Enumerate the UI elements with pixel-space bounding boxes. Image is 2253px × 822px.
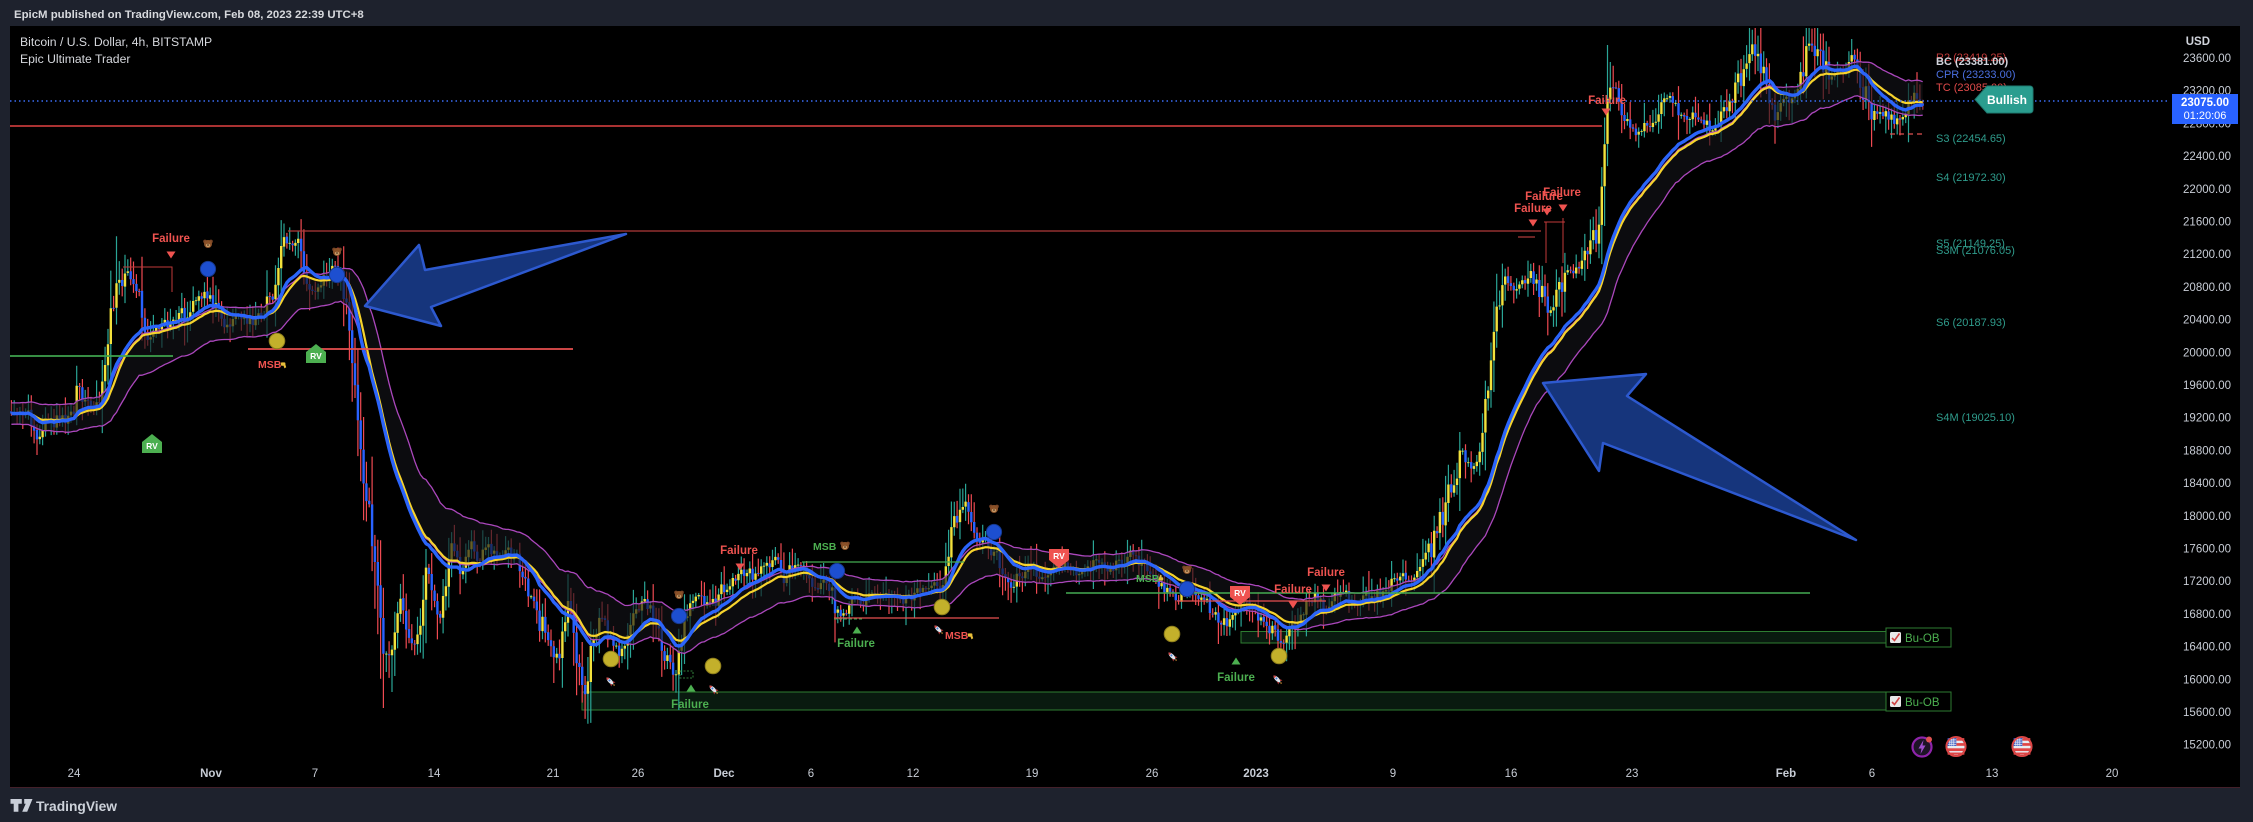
svg-text:Failure: Failure: [1307, 567, 1345, 579]
svg-text:23600.00: 23600.00: [2183, 53, 2231, 65]
svg-text:20800.00: 20800.00: [2183, 282, 2231, 294]
svg-text:Bitcoin / U.S. Dollar, 4h, BIT: Bitcoin / U.S. Dollar, 4h, BITSTAMP: [20, 35, 212, 49]
svg-text:S3M (21076.05): S3M (21076.05): [1936, 245, 2015, 257]
svg-text:Failure: Failure: [720, 545, 758, 557]
svg-text:23075.00: 23075.00: [2181, 97, 2229, 109]
svg-text:Epic Ultimate Trader: Epic Ultimate Trader: [20, 52, 130, 66]
svg-text:2023: 2023: [1243, 768, 1269, 780]
svg-text:S5 (21149.25): S5 (21149.25): [1936, 238, 2005, 250]
svg-text:Nov: Nov: [200, 768, 222, 780]
svg-text:EpicM published on TradingView: EpicM published on TradingView.com, Feb …: [14, 9, 364, 21]
svg-text:13: 13: [1986, 768, 1999, 780]
svg-text:19: 19: [1026, 768, 1039, 780]
svg-text:USD: USD: [2186, 36, 2210, 48]
svg-text:20000.00: 20000.00: [2183, 347, 2231, 359]
svg-text:S3 (22454.65): S3 (22454.65): [1936, 133, 2006, 145]
svg-text:Bu-OB: Bu-OB: [1905, 697, 1940, 709]
svg-text:Failure: Failure: [671, 699, 709, 711]
svg-text:16: 16: [1505, 768, 1518, 780]
svg-text:Failure: Failure: [1514, 203, 1552, 215]
svg-text:01:20:06: 01:20:06: [2184, 110, 2227, 122]
svg-text:21: 21: [547, 768, 560, 780]
svg-text:16800.00: 16800.00: [2183, 609, 2231, 621]
svg-text:Failure: Failure: [1217, 672, 1255, 684]
svg-text:22800.00: 22800.00: [2183, 118, 2231, 130]
svg-text:R2 (23419.25): R2 (23419.25): [1936, 52, 2006, 64]
svg-text:6: 6: [808, 768, 814, 780]
svg-text:MSB: MSB: [1136, 573, 1160, 585]
svg-text:19600.00: 19600.00: [2183, 380, 2231, 392]
svg-text:6: 6: [1869, 768, 1875, 780]
svg-text:MSB: MSB: [813, 541, 837, 553]
svg-text:15200.00: 15200.00: [2183, 740, 2231, 752]
svg-text:9: 9: [1390, 768, 1396, 780]
svg-text:18800.00: 18800.00: [2183, 445, 2231, 457]
svg-text:CPR (23233.00): CPR (23233.00): [1936, 69, 2016, 81]
svg-text:MSB: MSB: [945, 630, 969, 642]
svg-text:Failure: Failure: [837, 638, 875, 650]
svg-text:26: 26: [632, 768, 645, 780]
svg-text:17200.00: 17200.00: [2183, 576, 2231, 588]
svg-text:12: 12: [907, 768, 920, 780]
svg-text:21600.00: 21600.00: [2183, 217, 2231, 229]
svg-text:TradingView: TradingView: [36, 799, 117, 814]
svg-text:19200.00: 19200.00: [2183, 413, 2231, 425]
svg-text:17600.00: 17600.00: [2183, 544, 2231, 556]
svg-text:16400.00: 16400.00: [2183, 642, 2231, 654]
svg-text:14: 14: [428, 768, 441, 780]
svg-text:Feb: Feb: [1776, 768, 1796, 780]
svg-text:26: 26: [1146, 768, 1159, 780]
svg-text:24: 24: [68, 768, 81, 780]
svg-text:7: 7: [312, 768, 318, 780]
svg-text:Dec: Dec: [713, 768, 735, 780]
svg-text:MSB: MSB: [258, 359, 282, 371]
svg-text:Failure: Failure: [1543, 187, 1581, 199]
svg-text:Bullish: Bullish: [1987, 93, 2027, 107]
svg-text:21200.00: 21200.00: [2183, 249, 2231, 261]
svg-text:S4M (19025.10): S4M (19025.10): [1936, 412, 2015, 424]
svg-text:BC (23381.00): BC (23381.00): [1936, 56, 2008, 68]
svg-text:22000.00: 22000.00: [2183, 184, 2231, 196]
svg-text:20: 20: [2106, 768, 2119, 780]
svg-text:18000.00: 18000.00: [2183, 511, 2231, 523]
svg-text:20400.00: 20400.00: [2183, 315, 2231, 327]
svg-text:Failure: Failure: [1274, 584, 1312, 596]
svg-text:S4 (21972.30): S4 (21972.30): [1936, 172, 2006, 184]
svg-text:Failure: Failure: [1588, 95, 1626, 107]
svg-text:18400.00: 18400.00: [2183, 478, 2231, 490]
svg-text:15600.00: 15600.00: [2183, 707, 2231, 719]
svg-text:Failure: Failure: [152, 233, 190, 245]
svg-text:23: 23: [1626, 768, 1639, 780]
svg-text:16000.00: 16000.00: [2183, 674, 2231, 686]
svg-text:22400.00: 22400.00: [2183, 151, 2231, 163]
svg-text:Failure: Failure: [1525, 191, 1563, 203]
svg-text:Bu-OB: Bu-OB: [1905, 633, 1940, 645]
svg-text:S6 (20187.93): S6 (20187.93): [1936, 317, 2006, 329]
